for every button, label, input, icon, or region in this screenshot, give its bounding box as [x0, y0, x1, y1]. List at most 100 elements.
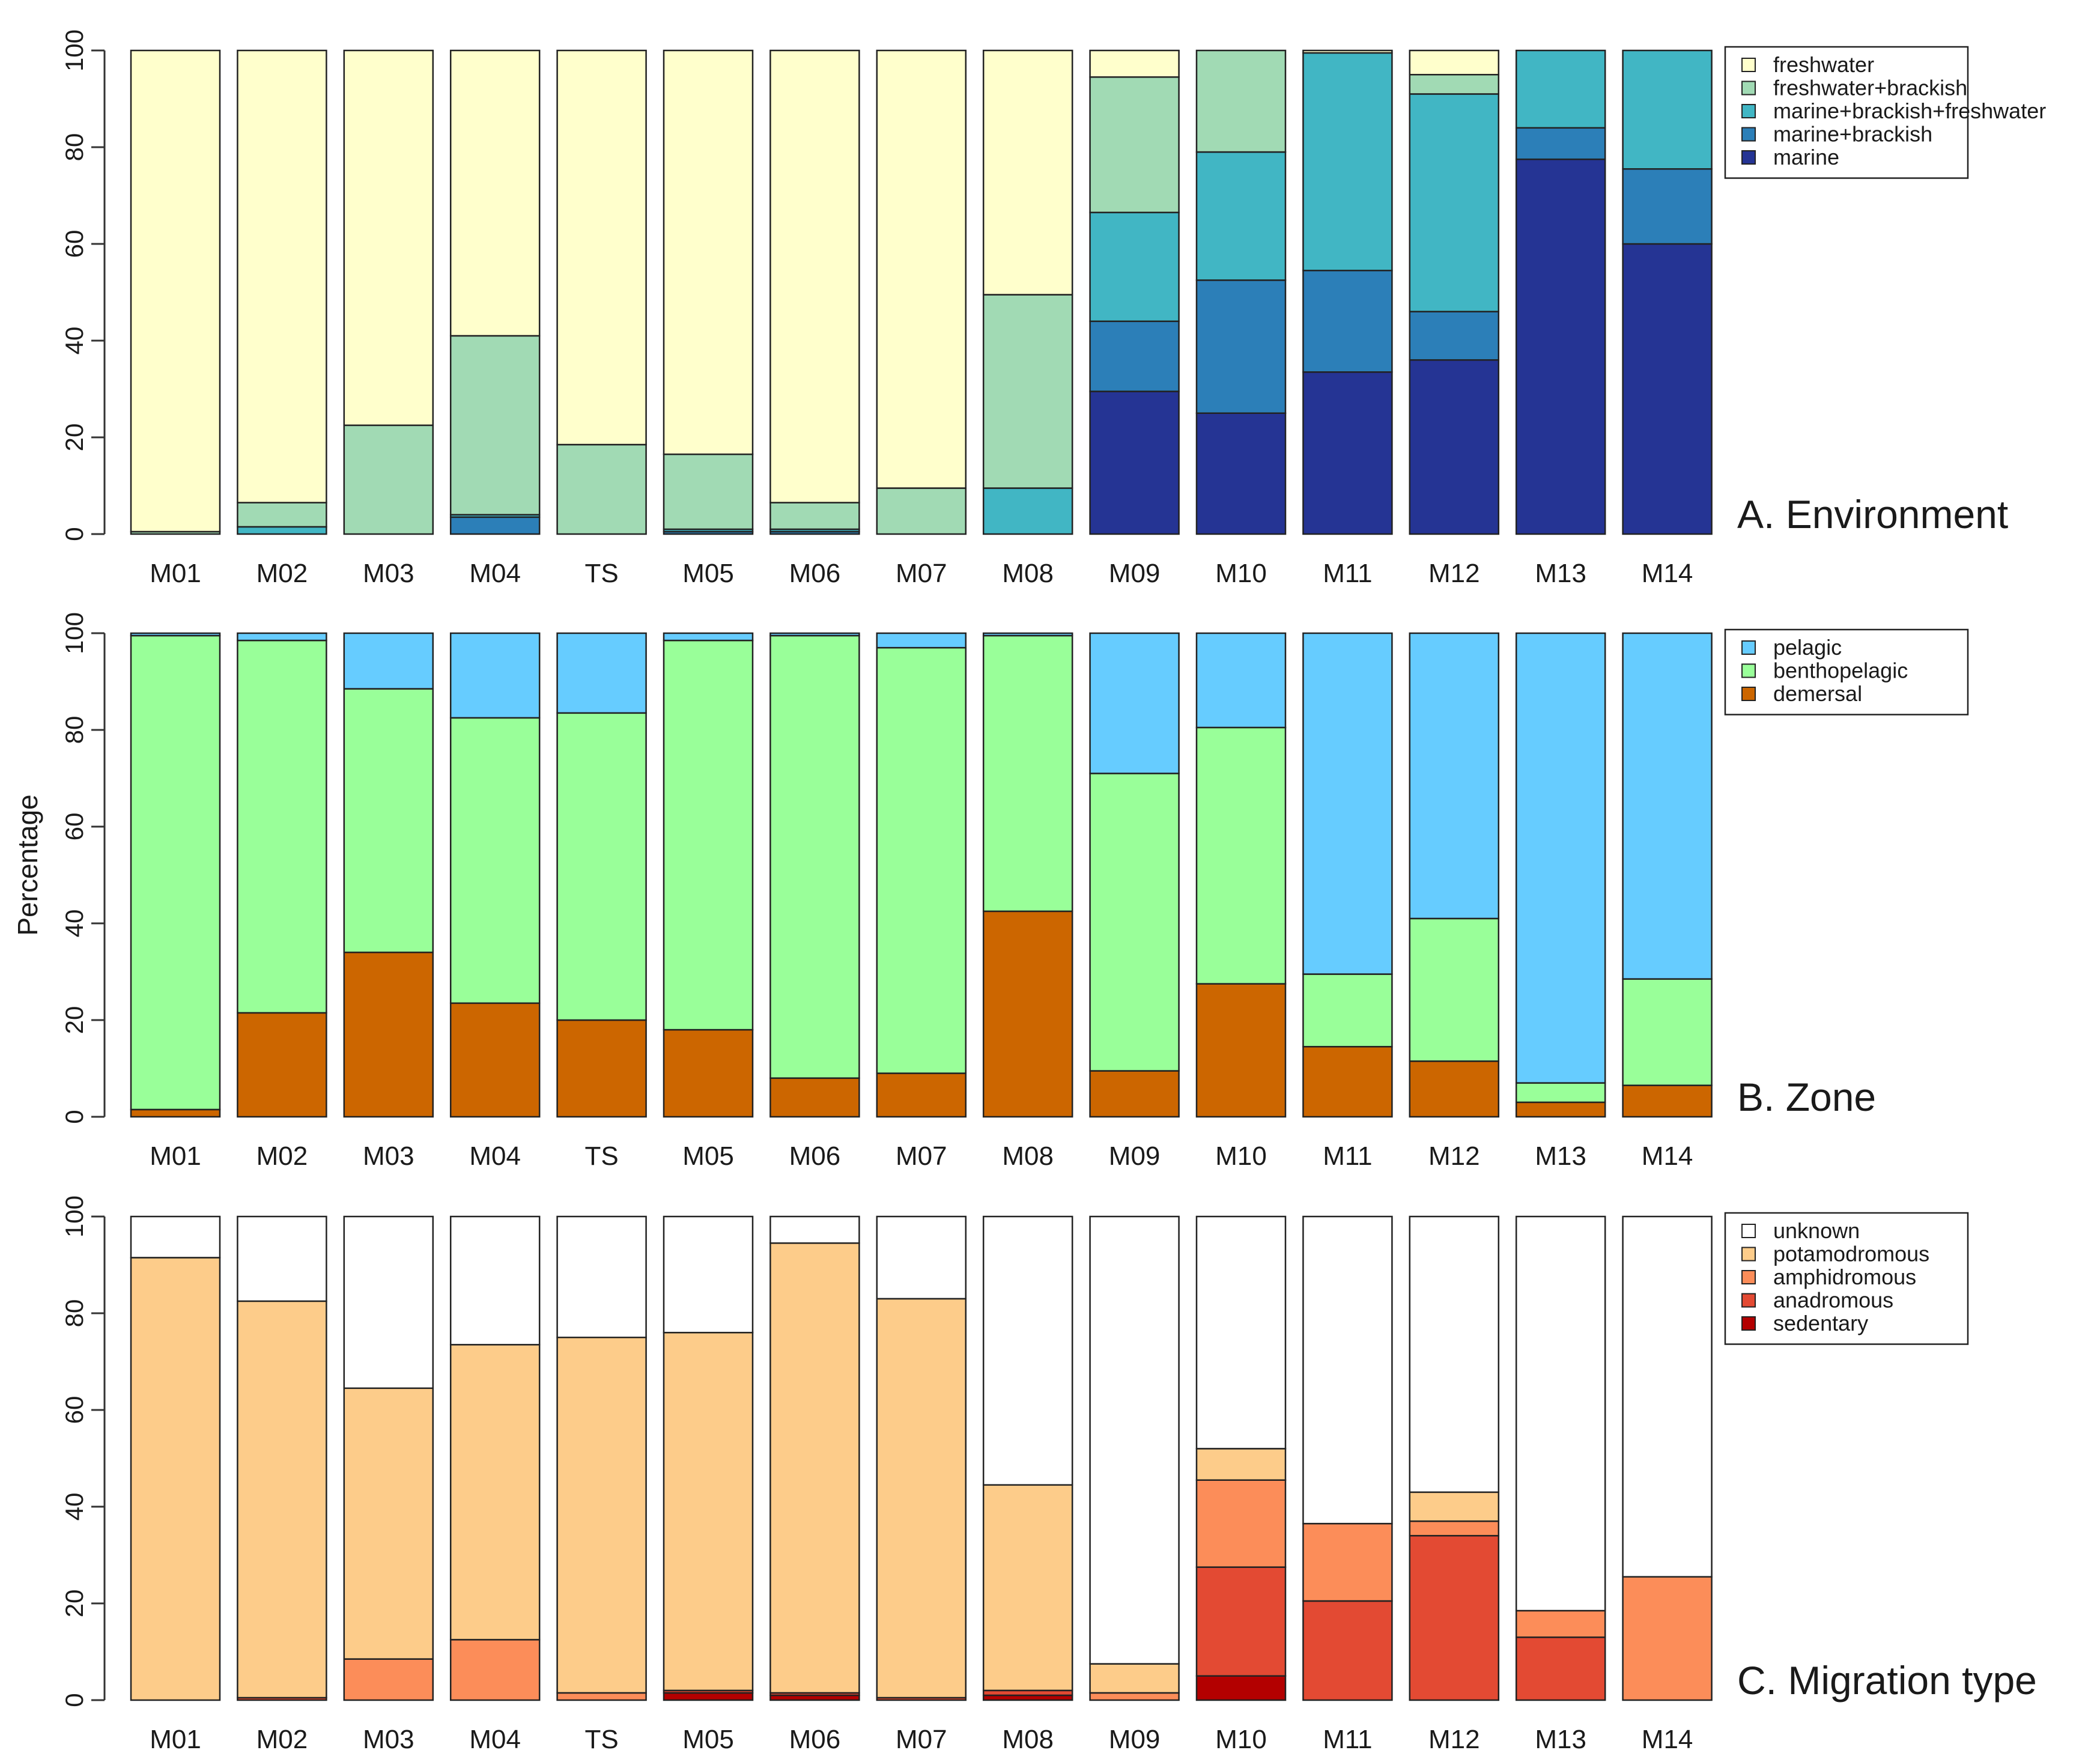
- x-category-label: M07: [896, 559, 947, 588]
- bar-segment-m14-benthopelagic: [1622, 978, 1713, 1086]
- bar-segment-m11-amphidromous: [1302, 1522, 1393, 1602]
- bar-segment-m13-marine-brackish: [1515, 127, 1606, 160]
- bar-segment-m10-benthopelagic: [1195, 726, 1287, 985]
- legend-label-pelagic: pelagic: [1773, 635, 1842, 660]
- legend-label-demersal: demersal: [1773, 681, 1862, 706]
- bar-segment-m06-demersal: [769, 1077, 860, 1118]
- bar-segment-m04-marine-brackish: [449, 516, 541, 535]
- bar-segment-m01-benthopelagic: [130, 634, 221, 1111]
- x-category-label: M06: [789, 559, 841, 588]
- bar-segment-m10-amphidromous: [1195, 1479, 1287, 1568]
- bar-segment-m06-freshwater: [769, 49, 860, 503]
- bar-segment-m08-demersal: [982, 910, 1073, 1118]
- legend-swatch-marine-brackish: [1741, 127, 1756, 142]
- bar-segment-m01-demersal: [130, 1108, 221, 1118]
- bar-segment-m08-potamodromous: [982, 1484, 1073, 1692]
- bar-segment-m07-freshwater: [876, 49, 967, 489]
- bar-segment-m08-unknown: [982, 1215, 1073, 1486]
- bar-segment-m06-potamodromous: [769, 1242, 860, 1694]
- bar-segment-m04-freshwater: [449, 49, 541, 337]
- bar-segment-m14-pelagic: [1622, 632, 1713, 980]
- x-category-label: M02: [256, 1141, 308, 1171]
- bar-segment-m08-marine-brackish-freshwater: [982, 487, 1073, 535]
- legend-swatch-anadromous: [1741, 1293, 1756, 1308]
- bar-segment-ts-amphidromous: [556, 1692, 647, 1701]
- x-category-label: M13: [1535, 1141, 1586, 1171]
- bar-segment-m06-pelagic: [769, 632, 860, 637]
- bar-segment-m01-unknown: [130, 1215, 221, 1259]
- bar-segment-m10-marine-brackish: [1195, 279, 1287, 414]
- bar-segment-ts-pelagic: [556, 632, 647, 714]
- bar-segment-m08-benthopelagic: [982, 634, 1073, 913]
- x-category-label: M02: [256, 559, 308, 588]
- legend-swatch-benthopelagic: [1741, 663, 1756, 678]
- bar-segment-m11-marine-brackish: [1302, 270, 1393, 373]
- x-category-label: M08: [1002, 1141, 1054, 1171]
- x-category-label: M10: [1215, 1725, 1267, 1754]
- bar-segment-m07-freshwater-brackish: [876, 487, 967, 535]
- bar-segment-m03-unknown: [343, 1215, 434, 1390]
- bar-segment-ts-freshwater: [556, 49, 647, 446]
- y-tick-label: 60: [60, 230, 88, 258]
- bar-segment-m04-unknown: [449, 1215, 541, 1346]
- y-tick-label: 100: [60, 1195, 88, 1238]
- bar-segment-m13-benthopelagic: [1515, 1082, 1606, 1104]
- bar-segment-m02-unknown: [237, 1215, 327, 1302]
- x-category-label: M03: [363, 1725, 414, 1754]
- x-category-label: M10: [1215, 1141, 1267, 1171]
- x-category-label: M01: [150, 559, 201, 588]
- legend-label-marine-brackish: marine+brackish: [1773, 122, 1932, 147]
- x-category-label: M01: [150, 1725, 201, 1754]
- y-tick-label: 40: [60, 910, 88, 938]
- legend-box: [1724, 628, 1969, 715]
- bar-segment-m10-freshwater-brackish: [1195, 49, 1287, 153]
- bar-segment-m11-benthopelagic: [1302, 973, 1393, 1048]
- y-tick-label: 80: [60, 133, 88, 162]
- x-category-label: TS: [584, 559, 618, 588]
- bar-segment-m09-marine: [1089, 390, 1180, 535]
- x-category-label: M04: [469, 559, 521, 588]
- bar-segment-m12-freshwater: [1409, 49, 1500, 76]
- x-category-label: M11: [1323, 1725, 1372, 1754]
- legend-swatch-unknown: [1741, 1224, 1756, 1238]
- bar-segment-m13-unknown: [1515, 1215, 1606, 1612]
- bar-segment-m04-pelagic: [449, 632, 541, 719]
- bar-segment-m05-pelagic: [663, 632, 754, 642]
- bar-segment-m13-pelagic: [1515, 632, 1606, 1084]
- bar-segment-m10-potamodromous: [1195, 1448, 1287, 1481]
- bar-segment-m02-potamodromous: [237, 1300, 327, 1699]
- legend-swatch-potamodromous: [1741, 1247, 1756, 1262]
- bar-segment-m01-potamodromous: [130, 1257, 221, 1701]
- x-category-label: M09: [1109, 1141, 1161, 1171]
- bar-segment-m03-demersal: [343, 952, 434, 1118]
- bar-segment-m06-unknown: [769, 1215, 860, 1244]
- y-tick-label: 100: [60, 612, 88, 654]
- legend-swatch-pelagic: [1741, 640, 1756, 655]
- legend-box: [1724, 1212, 1969, 1345]
- bar-segment-m05-benthopelagic: [663, 639, 754, 1031]
- y-tick-label: 0: [60, 1693, 88, 1707]
- x-category-label: M12: [1428, 559, 1480, 588]
- x-category-label: M14: [1642, 559, 1693, 588]
- bar-segment-m10-sedentary: [1195, 1675, 1287, 1701]
- bar-segment-m10-marine: [1195, 412, 1287, 535]
- bar-segment-m13-demersal: [1515, 1101, 1606, 1118]
- bar-segment-ts-unknown: [556, 1215, 647, 1338]
- bar-segment-m05-sedentary: [663, 1692, 754, 1701]
- x-category-label: TS: [584, 1141, 618, 1171]
- y-tick-label: 20: [60, 1006, 88, 1034]
- bar-segment-m07-benthopelagic: [876, 646, 967, 1074]
- legend-swatch-amphidromous: [1741, 1270, 1756, 1284]
- panel-b-zone: 0 20 40 60 80 100 M01 M02 M03 M04 TS M05 M06 M07 M08 M0…: [60, 612, 1969, 1171]
- bar-segment-m02-pelagic: [237, 632, 327, 642]
- bar-segment-m09-freshwater: [1089, 49, 1180, 78]
- bar-segment-m12-demersal: [1409, 1060, 1500, 1118]
- bar-segment-m10-anadromous: [1195, 1566, 1287, 1677]
- bar-segment-ts-benthopelagic: [556, 712, 647, 1021]
- bar-segment-m13-marine-brackish-freshwater: [1515, 49, 1606, 129]
- bar-segment-m12-marine: [1409, 359, 1500, 535]
- bar-segment-m12-marine-brackish-freshwater: [1409, 93, 1500, 312]
- legend-swatch-marine: [1741, 150, 1756, 165]
- legend-label-amphidromous: amphidromous: [1773, 1265, 1916, 1289]
